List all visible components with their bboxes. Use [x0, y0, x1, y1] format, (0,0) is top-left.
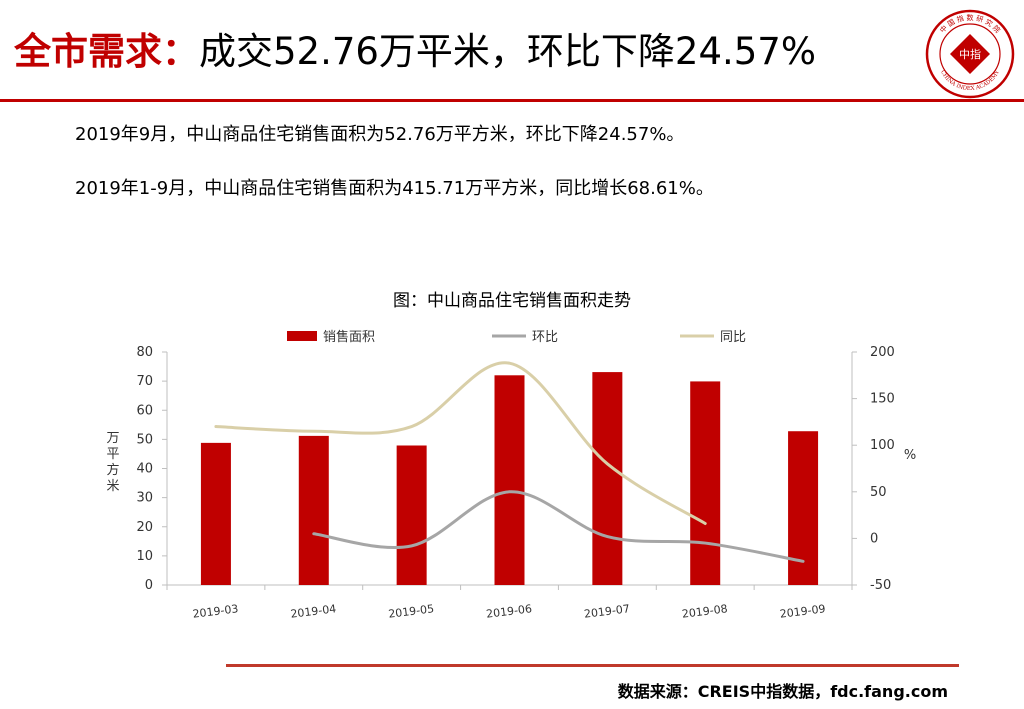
bar-sales-area — [494, 375, 525, 585]
x-tick-label: 2019-07 — [583, 602, 630, 621]
left-tick-label: 70 — [136, 374, 153, 389]
right-axis-label: % — [904, 448, 916, 463]
logo-text: 中指 — [959, 47, 981, 61]
line-yoy — [214, 361, 707, 525]
chart-title: 图：中山商品住宅销售面积走势 — [393, 291, 631, 311]
right-tick-label: 100 — [870, 438, 895, 453]
china-index-academy-logo: 中指 中 国 指 数 研 究 院 CHINA INDEX ACADEMY — [925, 9, 1015, 99]
legend-swatch-bar — [287, 331, 317, 341]
legend-label: 环比 — [532, 330, 558, 345]
legend-label: 同比 — [720, 330, 746, 345]
x-tick-label: 2019-09 — [779, 602, 826, 621]
left-axis-label-char: 平 — [106, 447, 119, 462]
page-title-headline: 成交52.76万平米，环比下降24.57% — [199, 30, 817, 73]
x-tick-label: 2019-06 — [485, 602, 532, 621]
legend-label: 销售面积 — [323, 329, 375, 345]
left-tick-label: 30 — [136, 491, 153, 506]
summary-line-ytd: 2019年1-9月，中山商品住宅销售面积为415.71万平方米，同比增长68.6… — [75, 178, 714, 199]
left-tick-label: 60 — [136, 403, 153, 418]
right-tick-label: 200 — [870, 345, 895, 360]
bar-sales-area — [200, 442, 231, 585]
left-tick-label: 0 — [145, 578, 153, 593]
bar-sales-area — [592, 372, 623, 585]
line-mom — [312, 490, 805, 563]
bar-sales-area — [690, 381, 721, 585]
left-axis-label-char: 米 — [106, 479, 119, 494]
footer-divider — [226, 664, 959, 667]
left-axis-label-char: 万 — [106, 431, 119, 446]
left-tick-label: 80 — [136, 345, 153, 360]
page-title: 全市需求：成交52.76万平米，环比下降24.57% — [14, 22, 914, 82]
left-tick-label: 20 — [136, 520, 153, 535]
x-tick-label: 2019-05 — [388, 602, 435, 621]
page-title-label: 全市需求： — [14, 30, 199, 73]
left-tick-label: 50 — [136, 432, 153, 447]
left-axis-label-char: 方 — [106, 462, 119, 478]
right-tick-label: 150 — [870, 392, 895, 407]
left-tick-label: 10 — [136, 549, 153, 564]
left-tick-label: 40 — [136, 462, 153, 477]
x-tick-label: 2019-08 — [681, 602, 728, 621]
summary-line-monthly: 2019年9月，中山商品住宅销售面积为52.76万平方米，环比下降24.57%。 — [75, 124, 685, 145]
right-tick-label: -50 — [870, 578, 891, 593]
right-tick-label: 50 — [870, 485, 887, 500]
x-tick-label: 2019-03 — [192, 602, 239, 621]
bar-sales-area — [396, 445, 427, 585]
title-divider — [0, 99, 1024, 102]
bar-sales-area — [298, 435, 329, 585]
right-tick-label: 0 — [870, 531, 878, 546]
data-source: 数据来源：CREIS中指数据，fdc.fang.com — [617, 682, 948, 701]
x-tick-label: 2019-04 — [290, 602, 337, 621]
